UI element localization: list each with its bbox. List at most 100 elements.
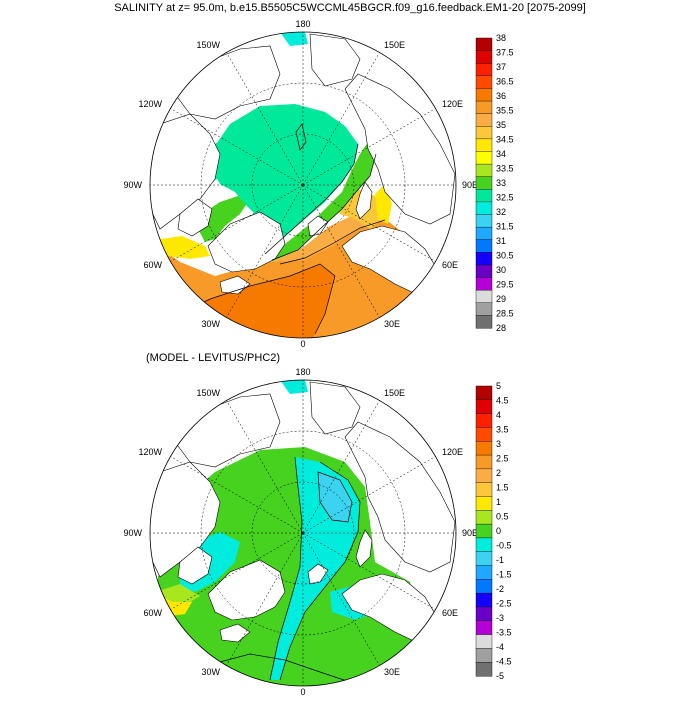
lon-label-0: 0 xyxy=(300,687,305,697)
salinity-field xyxy=(150,32,456,338)
colorbar-swatch xyxy=(475,151,493,165)
colorbar-swatch xyxy=(475,592,493,608)
colorbar-swatch xyxy=(475,441,493,456)
colorbar-swatch xyxy=(475,50,493,64)
colorbar-swatch xyxy=(475,88,493,102)
colorbar-label: -2 xyxy=(496,584,504,594)
lon-label-60e: 60E xyxy=(442,260,458,270)
colorbar-label: 28 xyxy=(496,323,506,333)
contour-0-atlantic xyxy=(219,653,351,683)
colorbar-label: -2.5 xyxy=(496,599,512,609)
colorbar-label: 31.5 xyxy=(496,222,514,232)
difference-map-svg: 180 150E 120E 90E 60E 30E 0 30W 60W 90W … xyxy=(123,367,478,697)
colorbar-swatch xyxy=(475,496,493,511)
colorbar-label: -4 xyxy=(496,642,504,652)
graticule xyxy=(150,32,456,338)
colorbar-label: 30.5 xyxy=(496,251,514,261)
colorbar-swatch xyxy=(475,289,493,304)
lon-label-120e: 120E xyxy=(442,447,463,457)
colorbar-label: -5 xyxy=(496,671,504,681)
land-novaya-zemlya xyxy=(355,529,373,568)
lon-label-0: 0 xyxy=(300,339,305,349)
colorbar-label: 3.5 xyxy=(496,425,509,435)
land-chukotka xyxy=(309,33,361,87)
field-yellow-labrador xyxy=(160,236,210,259)
colorbar-label: 1.5 xyxy=(496,483,509,493)
colorbar-swatch xyxy=(475,620,493,636)
colorbar-label: 4.5 xyxy=(496,396,509,406)
colorbar-swatch xyxy=(475,551,493,567)
colorbar-label: 1 xyxy=(496,497,501,507)
colorbar-swatch xyxy=(475,661,493,677)
colorbar-label: 29 xyxy=(496,294,506,304)
colorbar-label: 36.5 xyxy=(496,77,514,87)
field-cyan-bering xyxy=(280,32,308,46)
graticule xyxy=(150,380,456,686)
contour-neg-basin xyxy=(317,471,353,523)
colorbar-label: 37.5 xyxy=(496,48,514,58)
colorbar-swatch xyxy=(475,214,493,228)
colorbar-swatch xyxy=(475,138,493,152)
colorbar-label: 0.5 xyxy=(496,512,509,522)
colorbar-swatch xyxy=(475,75,493,89)
colorbar-swatch xyxy=(475,37,493,52)
map-boundary xyxy=(149,379,457,687)
lon-label-120w: 120W xyxy=(138,99,162,109)
lon-label-180: 180 xyxy=(295,19,310,29)
colorbar-label: 5 xyxy=(496,381,501,391)
colorbar-label: 32 xyxy=(496,207,506,217)
lon-label-150w: 150W xyxy=(196,388,220,398)
lon-label-180: 180 xyxy=(295,367,310,377)
colorbar-label: 0 xyxy=(496,526,501,536)
colorbar-swatch xyxy=(475,482,493,497)
colorbar-swatch xyxy=(475,468,493,484)
difference-colorbar: 5 4.5 4 3.5 3 2.5 2 1.5 1 0.5 0 -0.5 -1 -1.5 -2 -2.5 -3 -… xyxy=(475,381,536,681)
field-cyan-bering xyxy=(280,380,308,394)
colorbar-swatch xyxy=(475,427,493,442)
colorbar-swatch xyxy=(475,176,493,190)
land-siberia xyxy=(344,421,456,573)
page-title: SALINITY at z= 95.0m, b.e15.B5505C5WCCML… xyxy=(114,2,586,14)
colorbar-swatch xyxy=(475,648,493,663)
difference-title: (MODEL - LEVITUS/PHC2) xyxy=(146,352,281,364)
colorbar-label: 37 xyxy=(496,62,506,72)
map-boundary xyxy=(149,31,457,339)
colorbar-label: 3 xyxy=(496,439,501,449)
lon-label-30e: 30E xyxy=(384,667,400,677)
colorbar-label: 34 xyxy=(496,149,506,159)
colorbar-swatch xyxy=(475,454,493,470)
colorbar-swatch xyxy=(475,63,493,77)
salinity-map: 180 150E 120E 90E 60E 30E 0 30W 60W 90W … xyxy=(120,14,490,354)
lon-label-60w: 60W xyxy=(143,608,162,618)
land-novaya-zemlya xyxy=(355,181,373,220)
colorbar-swatch xyxy=(475,537,493,553)
colorbar-swatch xyxy=(475,264,493,279)
lon-label-150w: 150W xyxy=(196,40,220,50)
contour-32-basin xyxy=(295,123,307,151)
colorbar-label: 38 xyxy=(496,33,506,43)
colorbar-label: 32.5 xyxy=(496,193,514,203)
lon-label-150e: 150E xyxy=(384,40,405,50)
colorbar-swatch xyxy=(475,226,493,241)
colorbar-swatch xyxy=(475,163,493,178)
lon-label-150e: 150E xyxy=(384,388,405,398)
colorbar-swatch xyxy=(475,634,493,649)
land-chukotka xyxy=(309,381,361,435)
land-svalbard xyxy=(307,215,329,237)
field-cyan-arctic xyxy=(212,104,358,252)
lon-label-30w: 30W xyxy=(201,667,220,677)
contour-36 xyxy=(179,263,336,335)
land-canada-arctic xyxy=(150,113,221,230)
colorbar-label: -3.5 xyxy=(496,628,512,638)
colorbar-label: 34.5 xyxy=(496,135,514,145)
salinity-colorbar-svg: 38 37.5 37 36.5 36 35.5 35 34.5 34 33.5 33 32.5 32 31… xyxy=(475,33,514,333)
difference-map: 180 150E 120E 90E 60E 30E 0 30W 60W 90W … xyxy=(120,362,490,702)
colorbar-swatch xyxy=(475,399,493,415)
land-siberia xyxy=(344,73,456,225)
colorbar-label: -3 xyxy=(496,613,504,623)
colorbar-swatch xyxy=(475,100,493,115)
lon-label-90e: 90E xyxy=(462,180,478,190)
colorbar-swatch xyxy=(475,579,493,594)
lon-label-60e: 60E xyxy=(442,608,458,618)
colorbar-swatch xyxy=(475,302,493,316)
